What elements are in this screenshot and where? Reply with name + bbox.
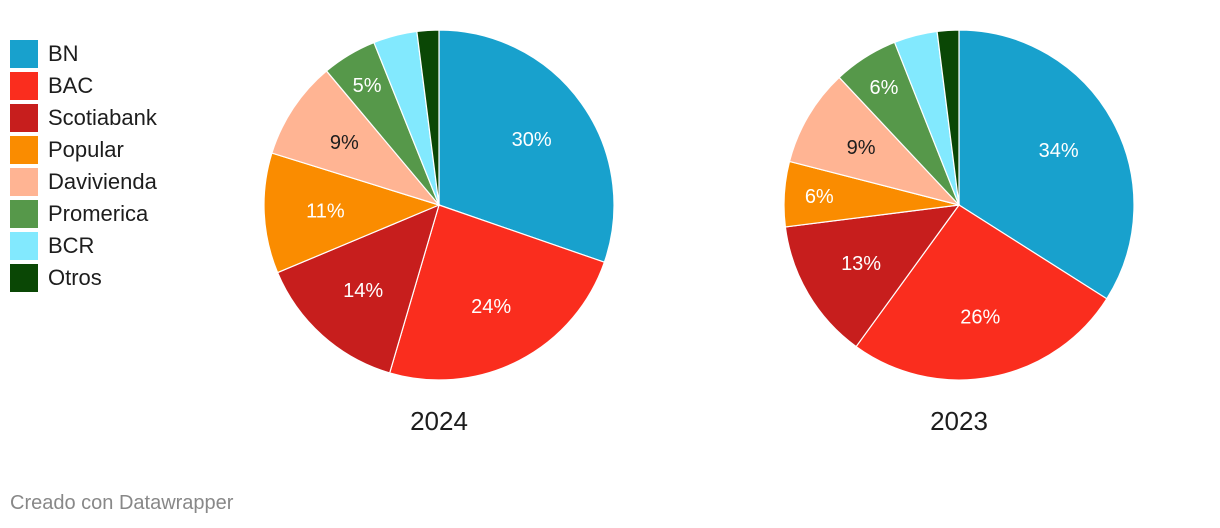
pie-2023: 34% 26% 13% 6% 9% 6% 2023 xyxy=(783,29,1135,436)
slice-bn-2024 xyxy=(438,29,615,264)
slice-label-popular-2024: 11% xyxy=(306,200,345,222)
legend-label: BN xyxy=(48,41,79,66)
legend-label: BAC xyxy=(48,73,94,98)
legend-swatch xyxy=(10,40,38,68)
legend-label: BCR xyxy=(48,233,95,258)
slice-label-scotiabank-2023: 13% xyxy=(841,253,881,275)
slice-scotiabank-2024 xyxy=(276,203,440,374)
slice-label-bac-2024: 24% xyxy=(471,296,511,318)
slice-label-bn-2024: 30% xyxy=(512,129,552,151)
pie-title-2023: 2023 xyxy=(930,406,988,436)
legend-item-davivienda: Davivienda xyxy=(10,166,157,198)
legend-swatch xyxy=(10,136,38,164)
slice-label-bn-2023: 34% xyxy=(1039,140,1079,162)
legend-swatch xyxy=(10,232,38,260)
pie-title-2024: 2024 xyxy=(410,406,468,436)
legend-item-popular: Popular xyxy=(10,134,157,166)
legend-swatch xyxy=(10,264,38,292)
slice-davivienda-2024 xyxy=(271,70,441,207)
legend-swatch xyxy=(10,72,38,100)
legend-item-promerica: Promerica xyxy=(10,198,157,230)
slice-bac-2024 xyxy=(388,204,606,381)
legend-label: Popular xyxy=(48,137,124,162)
legend-item-bcr: BCR xyxy=(10,230,157,262)
slice-label-bac-2023: 26% xyxy=(960,307,1000,329)
slice-otros-2024 xyxy=(416,29,440,206)
slice-davivienda-2023 xyxy=(788,76,961,207)
slice-label-promerica-2023: 6% xyxy=(870,77,899,99)
legend-item-bn: BN xyxy=(10,38,157,70)
legend-label: Promerica xyxy=(48,201,149,226)
footer-credit[interactable]: Creado con Datawrapper xyxy=(10,492,234,514)
legend-label: Scotiabank xyxy=(48,105,157,130)
slice-label-davivienda-2023: 9% xyxy=(847,137,876,159)
slice-popular-2024 xyxy=(263,152,441,274)
pie-charts: 30% 24% 14% 11% 9% 5% 2024 34% 26% 13% 6% 9% 6% 2023 xyxy=(263,29,1135,436)
slice-label-davivienda-2024: 9% xyxy=(330,132,359,154)
legend-label: Otros xyxy=(48,265,102,290)
legend: BN BAC Scotiabank Popular Davivienda Promeric… xyxy=(10,38,157,294)
slice-scotiabank-2023 xyxy=(784,204,961,348)
slice-bn-2023 xyxy=(958,29,1135,300)
slice-label-popular-2023: 6% xyxy=(805,186,834,208)
legend-item-bac: BAC xyxy=(10,70,157,102)
slice-label-scotiabank-2024: 14% xyxy=(343,280,383,302)
legend-item-otros: Otros xyxy=(10,262,157,294)
slice-label-promerica-2024: 5% xyxy=(353,75,382,97)
legend-item-scotiabank: Scotiabank xyxy=(10,102,157,134)
slice-bac-2023 xyxy=(855,204,1108,381)
legend-swatch xyxy=(10,168,38,196)
slice-otros-2023 xyxy=(936,29,960,206)
pie-2024: 30% 24% 14% 11% 9% 5% 2024 xyxy=(263,29,615,436)
legend-swatch xyxy=(10,104,38,132)
legend-label: Davivienda xyxy=(48,169,157,194)
legend-swatch xyxy=(10,200,38,228)
